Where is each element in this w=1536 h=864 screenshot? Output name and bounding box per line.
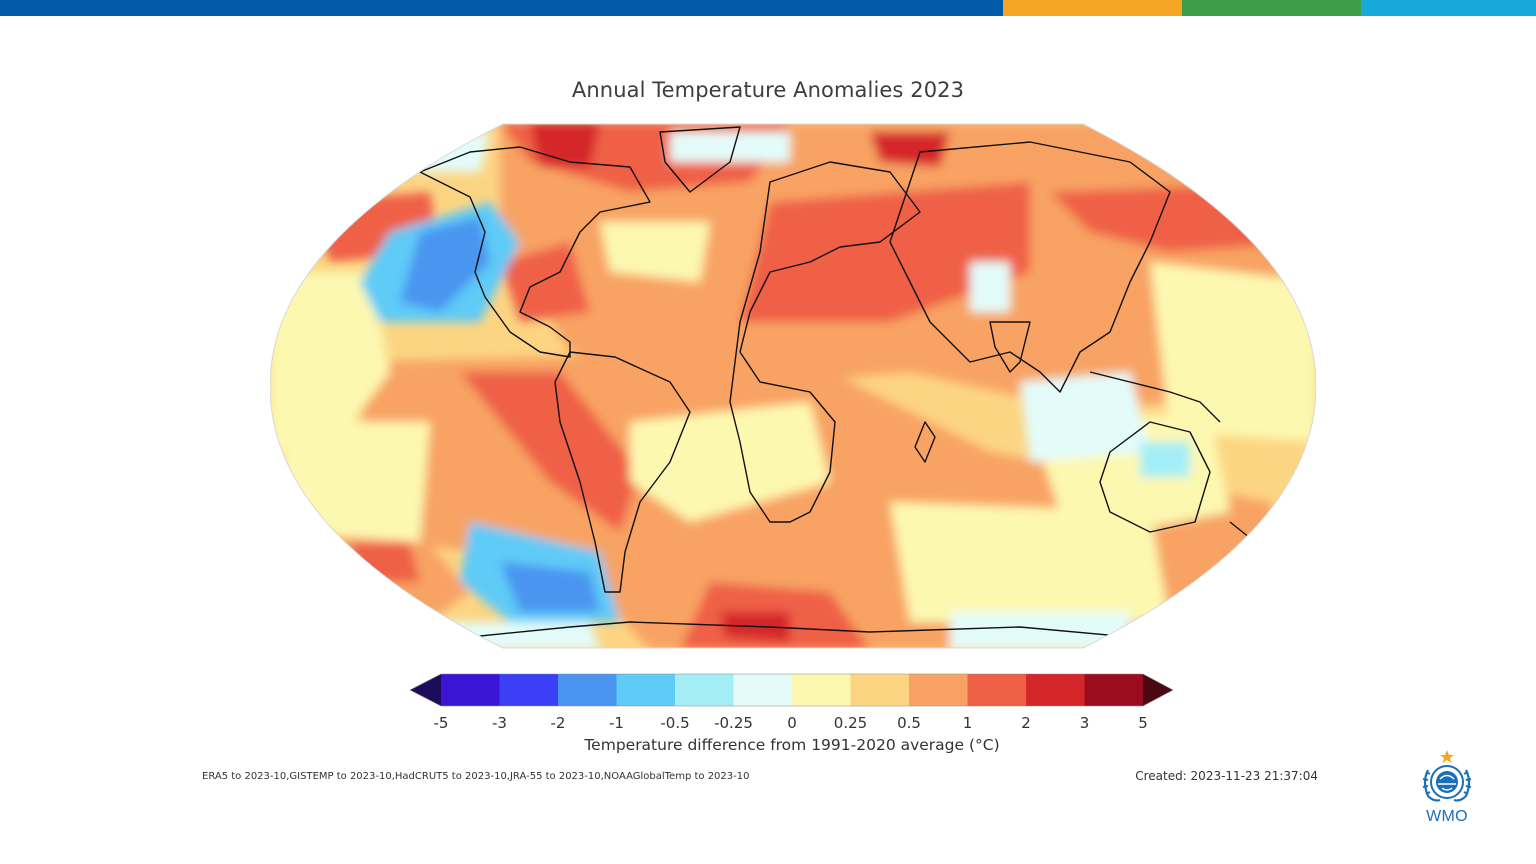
colorbar-tick: 0.5 <box>897 714 921 732</box>
colorbar-segment <box>1026 674 1085 706</box>
colorbar-segment <box>441 674 500 706</box>
colorbar-label: Temperature difference from 1991-2020 av… <box>584 736 1000 754</box>
colorbar-tick: -0.5 <box>660 714 690 732</box>
colorbar-segment <box>675 674 734 706</box>
colorbar-segment <box>616 674 676 706</box>
map-title: Annual Temperature Anomalies 2023 <box>571 78 965 102</box>
colorbar-tick: 0 <box>787 714 797 732</box>
world-anomaly-map <box>270 123 1316 649</box>
colorbar-tick: -5 <box>433 714 449 732</box>
created-timestamp: Created: 2023-11-23 21:37:04 <box>1135 769 1318 783</box>
colorbar-tick: 2 <box>1021 714 1031 732</box>
colorbar-segment <box>1084 674 1144 706</box>
brand-color-bar <box>0 0 1536 16</box>
colorbar-segment <box>792 674 851 706</box>
colorbar-segments <box>409 673 1174 707</box>
colorbar-segment <box>850 674 910 706</box>
colorbar-ticks: -5 -3 -2 -1 -0.5 -0.25 0 0.25 0.5 1 2 3 … <box>406 714 1186 736</box>
colorbar-segment <box>1143 674 1173 706</box>
colorbar-tick: 5 <box>1138 714 1148 732</box>
brand-bar-cyan <box>1361 0 1536 16</box>
colorbar-segment <box>967 674 1027 706</box>
colorbar-tick: 1 <box>962 714 973 732</box>
colorbar-tick: -2 <box>550 714 566 732</box>
brand-bar-blue <box>0 0 1003 16</box>
brand-bar-green <box>1182 0 1361 16</box>
anomaly-field <box>270 124 1316 648</box>
colorbar-tick: -0.25 <box>714 714 753 732</box>
wmo-logo: WMO <box>1416 748 1478 830</box>
colorbar-segment <box>410 674 441 706</box>
colorbar-segment <box>558 674 617 706</box>
brand-bar-orange <box>1003 0 1182 16</box>
colorbar-segment <box>733 674 793 706</box>
colorbar-tick: -1 <box>609 714 624 732</box>
colorbar-segment <box>909 674 968 706</box>
wmo-emblem-icon <box>1422 750 1472 802</box>
colorbar <box>409 673 1174 707</box>
colorbar-segment <box>499 674 559 706</box>
wmo-logo-text: WMO <box>1426 808 1468 825</box>
data-sources-note: ERA5 to 2023-10,GISTEMP to 2023-10,HadCR… <box>202 771 750 782</box>
colorbar-tick: 0.25 <box>833 714 868 732</box>
colorbar-tick: -3 <box>492 714 507 732</box>
colorbar-tick: 3 <box>1079 714 1090 732</box>
